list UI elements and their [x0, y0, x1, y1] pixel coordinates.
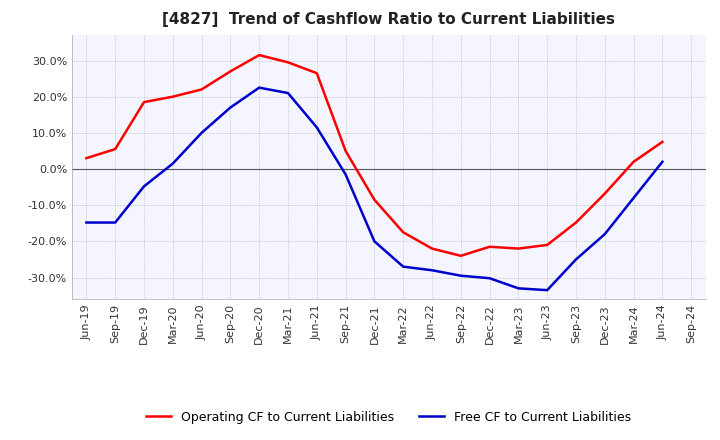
Free CF to Current Liabilities — [514, 286, 523, 291]
Free CF to Current Liabilities — [600, 231, 609, 237]
Free CF to Current Liabilities — [140, 184, 148, 189]
Operating CF to Current Liabilities — [456, 253, 465, 258]
Free CF to Current Liabilities — [226, 105, 235, 110]
Operating CF to Current Liabilities — [428, 246, 436, 251]
Free CF to Current Liabilities — [428, 268, 436, 273]
Free CF to Current Liabilities — [572, 257, 580, 262]
Operating CF to Current Liabilities — [111, 147, 120, 152]
Free CF to Current Liabilities — [456, 273, 465, 279]
Free CF to Current Liabilities — [312, 125, 321, 130]
Operating CF to Current Liabilities — [572, 220, 580, 225]
Title: [4827]  Trend of Cashflow Ratio to Current Liabilities: [4827] Trend of Cashflow Ratio to Curren… — [162, 12, 616, 27]
Operating CF to Current Liabilities — [543, 242, 552, 248]
Free CF to Current Liabilities — [341, 172, 350, 177]
Operating CF to Current Liabilities — [197, 87, 206, 92]
Operating CF to Current Liabilities — [514, 246, 523, 251]
Line: Free CF to Current Liabilities: Free CF to Current Liabilities — [86, 88, 662, 290]
Operating CF to Current Liabilities — [600, 191, 609, 196]
Free CF to Current Liabilities — [255, 85, 264, 90]
Free CF to Current Liabilities — [658, 159, 667, 165]
Free CF to Current Liabilities — [284, 91, 292, 96]
Free CF to Current Liabilities — [370, 238, 379, 244]
Operating CF to Current Liabilities — [312, 70, 321, 76]
Operating CF to Current Liabilities — [658, 139, 667, 144]
Operating CF to Current Liabilities — [168, 94, 177, 99]
Free CF to Current Liabilities — [197, 130, 206, 136]
Operating CF to Current Liabilities — [255, 52, 264, 58]
Free CF to Current Liabilities — [543, 287, 552, 293]
Free CF to Current Liabilities — [111, 220, 120, 225]
Free CF to Current Liabilities — [485, 275, 494, 281]
Operating CF to Current Liabilities — [629, 159, 638, 165]
Line: Operating CF to Current Liabilities: Operating CF to Current Liabilities — [86, 55, 662, 256]
Free CF to Current Liabilities — [399, 264, 408, 269]
Operating CF to Current Liabilities — [284, 60, 292, 65]
Free CF to Current Liabilities — [629, 195, 638, 201]
Operating CF to Current Liabilities — [82, 155, 91, 161]
Operating CF to Current Liabilities — [140, 99, 148, 105]
Operating CF to Current Liabilities — [399, 230, 408, 235]
Operating CF to Current Liabilities — [341, 148, 350, 154]
Free CF to Current Liabilities — [82, 220, 91, 225]
Operating CF to Current Liabilities — [370, 197, 379, 202]
Operating CF to Current Liabilities — [226, 69, 235, 74]
Operating CF to Current Liabilities — [485, 244, 494, 249]
Free CF to Current Liabilities — [168, 161, 177, 166]
Legend: Operating CF to Current Liabilities, Free CF to Current Liabilities: Operating CF to Current Liabilities, Fre… — [141, 406, 636, 429]
